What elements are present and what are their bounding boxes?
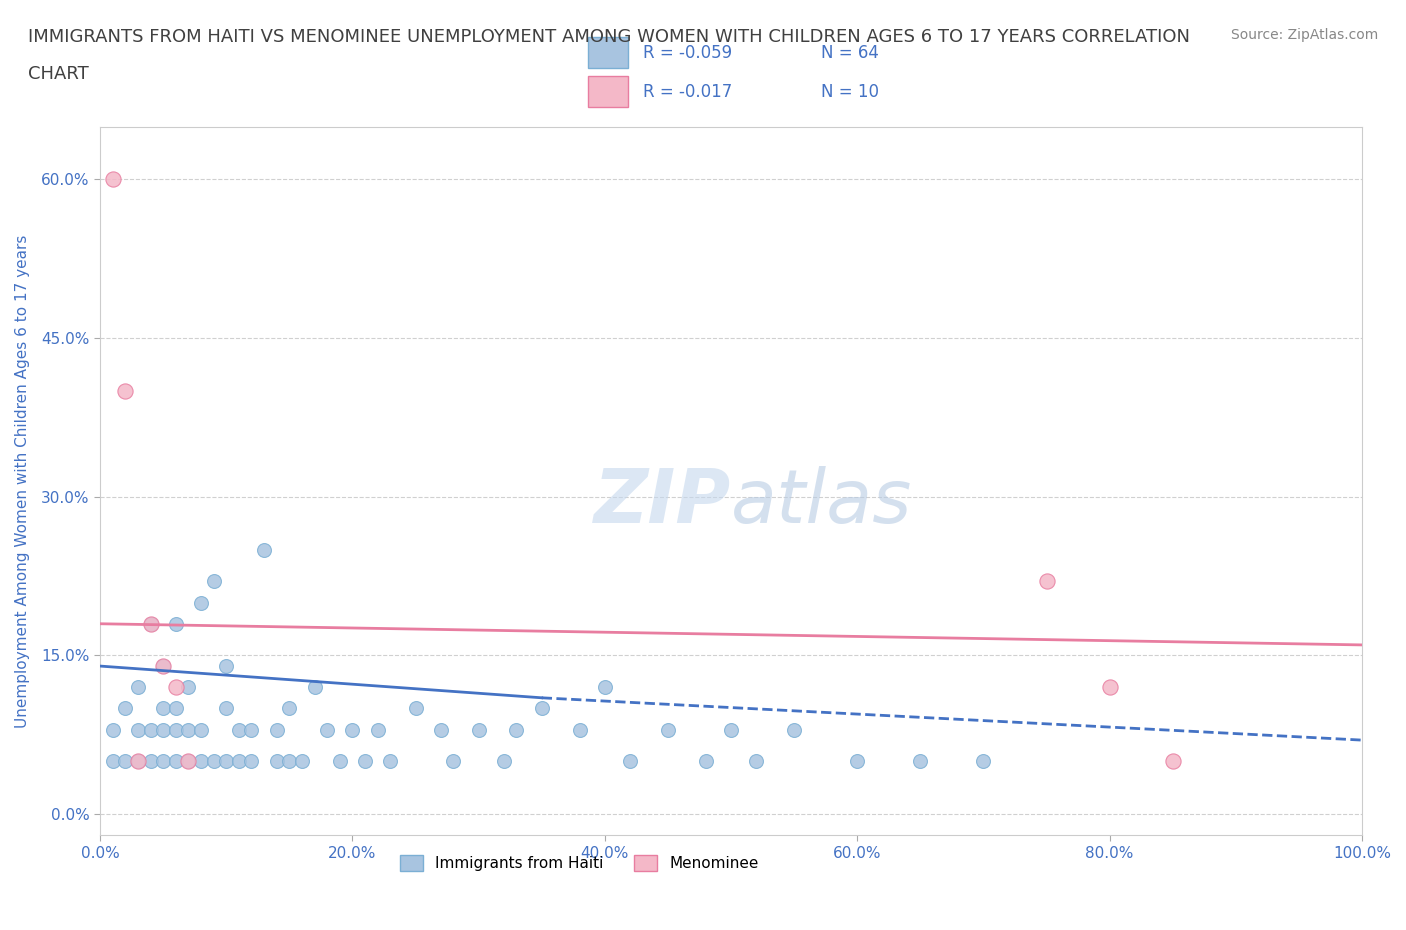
Text: N = 64: N = 64	[821, 44, 879, 61]
Point	[165, 722, 187, 737]
Point	[177, 754, 200, 769]
Point	[429, 722, 451, 737]
Point	[530, 701, 553, 716]
Point	[165, 617, 187, 631]
Point	[342, 722, 364, 737]
Point	[101, 754, 124, 769]
Point	[165, 754, 187, 769]
Point	[215, 658, 238, 673]
Point	[101, 722, 124, 737]
Point	[228, 722, 250, 737]
Point	[972, 754, 994, 769]
Point	[139, 617, 162, 631]
Point	[619, 754, 641, 769]
Point	[240, 754, 263, 769]
Point	[177, 722, 200, 737]
Point	[127, 722, 149, 737]
Point	[127, 754, 149, 769]
Point	[190, 754, 212, 769]
Point	[215, 701, 238, 716]
Bar	[588, 76, 627, 108]
Point	[910, 754, 932, 769]
Point	[568, 722, 591, 737]
Point	[467, 722, 489, 737]
Point	[1161, 754, 1184, 769]
Point	[165, 701, 187, 716]
Point	[593, 680, 616, 695]
Point	[139, 754, 162, 769]
Point	[316, 722, 339, 737]
Text: Source: ZipAtlas.com: Source: ZipAtlas.com	[1230, 28, 1378, 42]
Point	[266, 754, 288, 769]
Point	[114, 701, 136, 716]
Point	[354, 754, 377, 769]
Point	[240, 722, 263, 737]
Text: R = -0.017: R = -0.017	[644, 84, 733, 101]
Point	[127, 754, 149, 769]
Point	[152, 701, 174, 716]
Point	[304, 680, 326, 695]
Point	[720, 722, 742, 737]
Point	[127, 680, 149, 695]
Point	[139, 617, 162, 631]
Point	[152, 754, 174, 769]
Point	[152, 658, 174, 673]
Point	[165, 680, 187, 695]
Point	[101, 172, 124, 187]
Point	[505, 722, 527, 737]
Point	[291, 754, 314, 769]
Point	[492, 754, 515, 769]
Point	[139, 722, 162, 737]
Legend: Immigrants from Haiti, Menominee: Immigrants from Haiti, Menominee	[394, 849, 765, 877]
Point	[1035, 574, 1057, 589]
Point	[745, 754, 768, 769]
Point	[228, 754, 250, 769]
Point	[253, 542, 276, 557]
Point	[367, 722, 389, 737]
Point	[190, 595, 212, 610]
Point	[114, 383, 136, 398]
Point	[190, 722, 212, 737]
Y-axis label: Unemployment Among Women with Children Ages 6 to 17 years: Unemployment Among Women with Children A…	[15, 234, 30, 727]
Point	[266, 722, 288, 737]
Bar	[588, 37, 627, 68]
Point	[380, 754, 402, 769]
Text: R = -0.059: R = -0.059	[644, 44, 733, 61]
Text: IMMIGRANTS FROM HAITI VS MENOMINEE UNEMPLOYMENT AMONG WOMEN WITH CHILDREN AGES 6: IMMIGRANTS FROM HAITI VS MENOMINEE UNEMP…	[28, 28, 1189, 46]
Point	[215, 754, 238, 769]
Point	[329, 754, 352, 769]
Point	[152, 658, 174, 673]
Point	[657, 722, 679, 737]
Point	[278, 701, 301, 716]
Text: CHART: CHART	[28, 65, 89, 83]
Text: N = 10: N = 10	[821, 84, 879, 101]
Point	[405, 701, 427, 716]
Point	[783, 722, 806, 737]
Text: atlas: atlas	[731, 466, 912, 538]
Point	[846, 754, 869, 769]
Point	[114, 754, 136, 769]
Point	[202, 574, 225, 589]
Point	[695, 754, 717, 769]
Point	[177, 680, 200, 695]
Point	[441, 754, 464, 769]
Point	[1098, 680, 1121, 695]
Point	[202, 754, 225, 769]
Point	[177, 754, 200, 769]
Point	[152, 722, 174, 737]
Text: ZIP: ZIP	[593, 466, 731, 538]
Point	[278, 754, 301, 769]
